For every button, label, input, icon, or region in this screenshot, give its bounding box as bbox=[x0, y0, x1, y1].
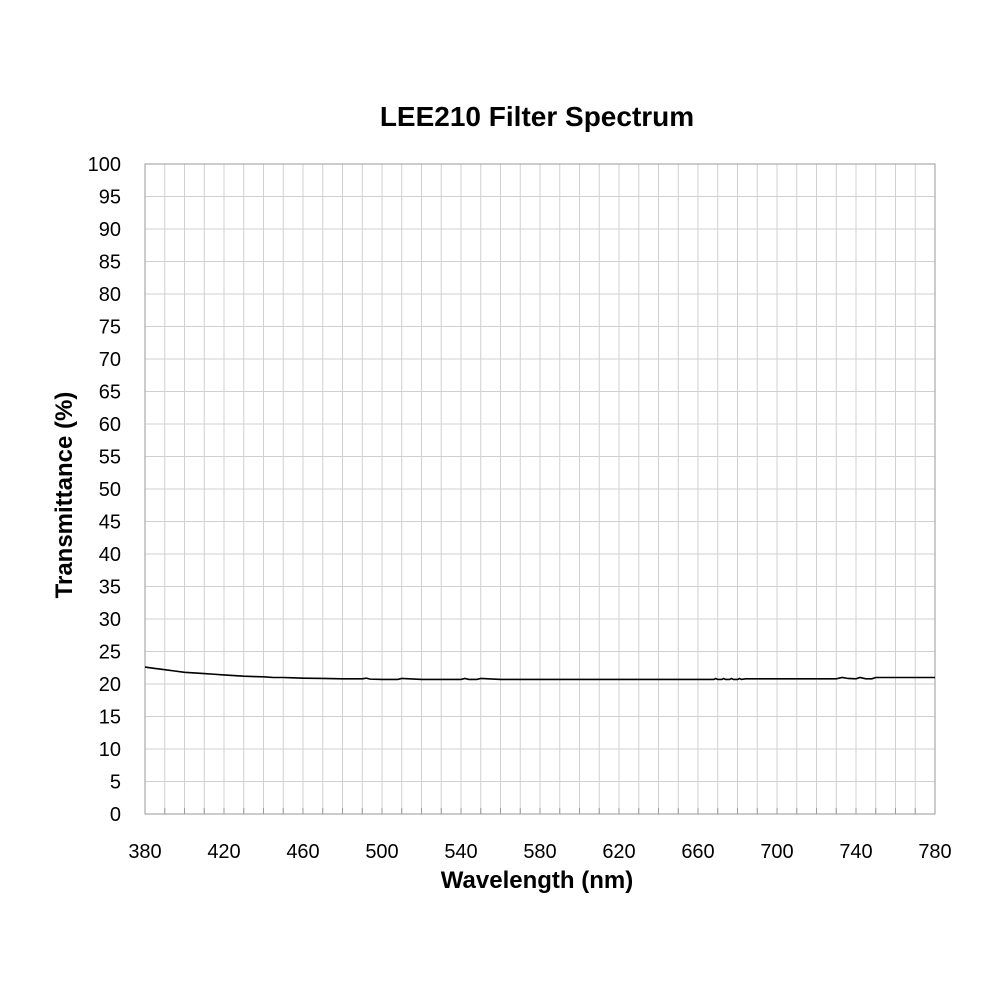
x-tick-label: 420 bbox=[207, 841, 240, 863]
y-tick-label: 70 bbox=[99, 349, 121, 371]
y-tick-label: 80 bbox=[99, 284, 121, 306]
y-tick-label: 40 bbox=[99, 544, 121, 566]
y-tick-label: 5 bbox=[110, 772, 121, 794]
y-tick-label: 0 bbox=[110, 804, 121, 826]
y-tick-label: 35 bbox=[99, 577, 121, 599]
plot-area bbox=[144, 163, 936, 815]
x-tick-label: 460 bbox=[286, 841, 319, 863]
x-tick-label: 540 bbox=[444, 841, 477, 863]
y-tick-label: 100 bbox=[88, 154, 121, 176]
y-tick-label: 75 bbox=[99, 317, 121, 339]
y-axis-tick-labels: 0 5 10 15 20 25 30 35 40 45 50 55 60 65 70 75 80 85 90 95 10… bbox=[88, 154, 121, 826]
chart-title: LEE210 Filter Spectrum bbox=[380, 101, 694, 132]
y-tick-label: 50 bbox=[99, 479, 121, 501]
x-axis-tick-labels: 380 420 460 500 540 580 620 660 700 740 780 bbox=[128, 841, 951, 863]
y-tick-label: 15 bbox=[99, 707, 121, 729]
y-tick-label: 20 bbox=[99, 674, 121, 696]
x-tick-label: 780 bbox=[918, 841, 951, 863]
transmittance-series-line bbox=[144, 666, 935, 681]
y-tick-label: 65 bbox=[99, 382, 121, 404]
x-axis-label: Wavelength (nm) bbox=[441, 867, 633, 894]
y-tick-label: 25 bbox=[99, 642, 121, 664]
y-tick-label: 30 bbox=[99, 609, 121, 631]
y-tick-label: 55 bbox=[99, 447, 121, 469]
x-tick-label: 620 bbox=[602, 841, 635, 863]
x-tick-label: 660 bbox=[681, 841, 714, 863]
y-tick-label: 90 bbox=[99, 219, 121, 241]
axis-ticks bbox=[164, 808, 916, 814]
x-tick-label: 500 bbox=[365, 841, 398, 863]
y-tick-label: 45 bbox=[99, 512, 121, 534]
x-tick-label: 700 bbox=[760, 841, 793, 863]
y-tick-label: 85 bbox=[99, 252, 121, 274]
y-tick-label: 10 bbox=[99, 739, 121, 761]
y-tick-label: 60 bbox=[99, 414, 121, 436]
y-tick-label: 95 bbox=[99, 187, 121, 209]
x-tick-label: 740 bbox=[839, 841, 872, 863]
y-axis-label: Transmittance (%) bbox=[51, 392, 78, 599]
x-tick-label: 580 bbox=[523, 841, 556, 863]
grid bbox=[145, 164, 935, 814]
x-tick-label: 380 bbox=[128, 841, 161, 863]
